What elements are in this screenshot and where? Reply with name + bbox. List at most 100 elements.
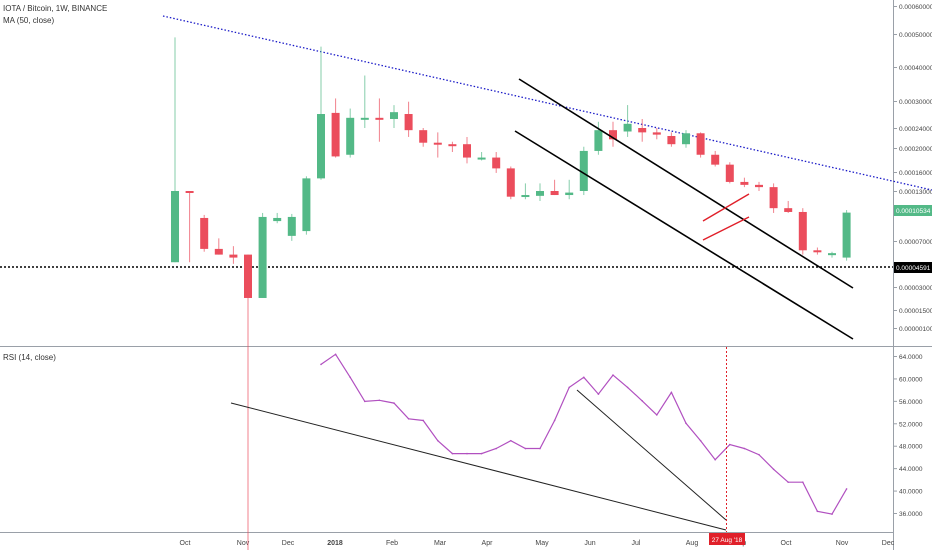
- candle-body: [331, 112, 340, 157]
- time-label: Apr: [482, 540, 494, 547]
- rsi-tick-label: 44.0000: [899, 466, 923, 473]
- candle-body: [550, 191, 559, 196]
- rsi-point: [510, 439, 512, 442]
- candle-body: [784, 208, 793, 212]
- rsi-tick-label: 56.0000: [899, 399, 923, 406]
- rsi-tick-label: 52.0000: [899, 421, 923, 428]
- time-label: Dec: [882, 540, 895, 547]
- time-label: Aug: [686, 540, 699, 547]
- rsi-point: [758, 453, 760, 456]
- candle-body: [667, 136, 676, 145]
- time-label: Oct: [781, 540, 792, 547]
- rsi-point: [802, 481, 804, 483]
- wedge-upper: [702, 193, 750, 222]
- candle-body: [696, 133, 705, 155]
- rsi-point: [772, 468, 775, 471]
- candle-body: [419, 130, 428, 143]
- candle-body: [390, 112, 398, 119]
- price-tick-label: 0.00040000: [899, 65, 932, 72]
- candle-body: [609, 130, 617, 140]
- candle-body: [769, 187, 778, 209]
- price-tick-label: 0.00024000: [899, 126, 932, 133]
- rsi-point: [568, 386, 570, 389]
- rsi-point: [699, 439, 702, 442]
- price-tick-label: 0.00001500: [899, 308, 932, 315]
- rsi-tick-label: 36.0000: [899, 511, 923, 518]
- symbol-label: IOTA / Bitcoin, 1W, BINANCE: [3, 4, 108, 13]
- rsi-point: [831, 513, 833, 515]
- time-label: 2018: [327, 540, 343, 547]
- rsi-point: [320, 363, 322, 366]
- resistance-trendline: [162, 15, 932, 191]
- price-tick-label: 0.00020000: [899, 146, 932, 153]
- candle-body: [842, 212, 851, 258]
- candle-body: [200, 217, 209, 249]
- candle-body: [682, 133, 690, 145]
- price-tick-label: 0.00000100: [899, 326, 932, 333]
- ma-label: MA (50, close): [3, 16, 55, 25]
- support-price-label: 0.00004591: [896, 265, 931, 272]
- time-label: Jul: [632, 540, 641, 547]
- rsi-point: [539, 447, 541, 450]
- price-tick-label: 0.00003000: [899, 285, 932, 292]
- rsi-point: [349, 376, 352, 379]
- candle-body: [287, 216, 296, 236]
- rsi-point: [845, 488, 848, 490]
- time-label: Oct: [180, 540, 191, 547]
- candle-body: [740, 181, 749, 185]
- rsi-point: [597, 393, 600, 395]
- rsi-point: [524, 447, 527, 450]
- candle-body: [725, 164, 734, 182]
- rsi-point: [451, 452, 454, 455]
- rsi-point: [437, 439, 439, 442]
- rsi-point: [553, 419, 556, 422]
- candle-body: [433, 142, 442, 145]
- rsi-point: [787, 481, 789, 483]
- channel-lower-line: [514, 130, 854, 340]
- candle-body: [346, 117, 355, 155]
- cursor-date-label: 27 Aug '18: [712, 537, 743, 544]
- rsi-tick-label: 40.0000: [899, 489, 923, 496]
- rsi-point: [583, 376, 585, 379]
- candle-body: [463, 144, 471, 158]
- rsi-point: [816, 510, 819, 513]
- candle-body: [185, 191, 194, 193]
- price-tick-label: 0.00016000: [899, 170, 932, 177]
- price-tick-label: 0.00030000: [899, 99, 932, 106]
- candle-body: [492, 157, 501, 169]
- rsi-point: [612, 374, 614, 376]
- candle-body: [477, 157, 486, 160]
- candle-body: [229, 254, 238, 258]
- candle-body: [798, 211, 807, 251]
- candle-body: [623, 123, 632, 132]
- time-label: Dec: [282, 540, 295, 547]
- candle-body: [258, 216, 267, 298]
- candle-body: [652, 132, 661, 135]
- candle-body: [404, 114, 413, 131]
- rsi-point: [480, 452, 483, 455]
- time-label: Nov: [237, 540, 250, 547]
- rsi-point: [393, 402, 395, 404]
- candle-body: [536, 191, 544, 196]
- channel-upper-line: [518, 78, 854, 289]
- rsi-point: [641, 400, 643, 402]
- candle-body: [565, 192, 574, 196]
- rsi-point: [407, 418, 410, 420]
- rsi-point: [670, 391, 673, 394]
- rsi-resistance-trendline: [576, 389, 727, 521]
- wedge-lower: [702, 216, 750, 241]
- rsi-point: [422, 419, 425, 422]
- rsi-support-trendline: [230, 402, 727, 531]
- rsi-point: [495, 447, 498, 450]
- time-label: May: [535, 540, 549, 547]
- rsi-point: [626, 386, 629, 389]
- cursor-date-badge: [709, 533, 745, 545]
- rsi-point: [466, 452, 468, 455]
- candle-body: [214, 248, 223, 255]
- candle-body: [317, 114, 325, 179]
- candle-body: [594, 130, 603, 151]
- rsi-label: RSI (14, close): [3, 353, 56, 362]
- candle-body: [521, 195, 530, 198]
